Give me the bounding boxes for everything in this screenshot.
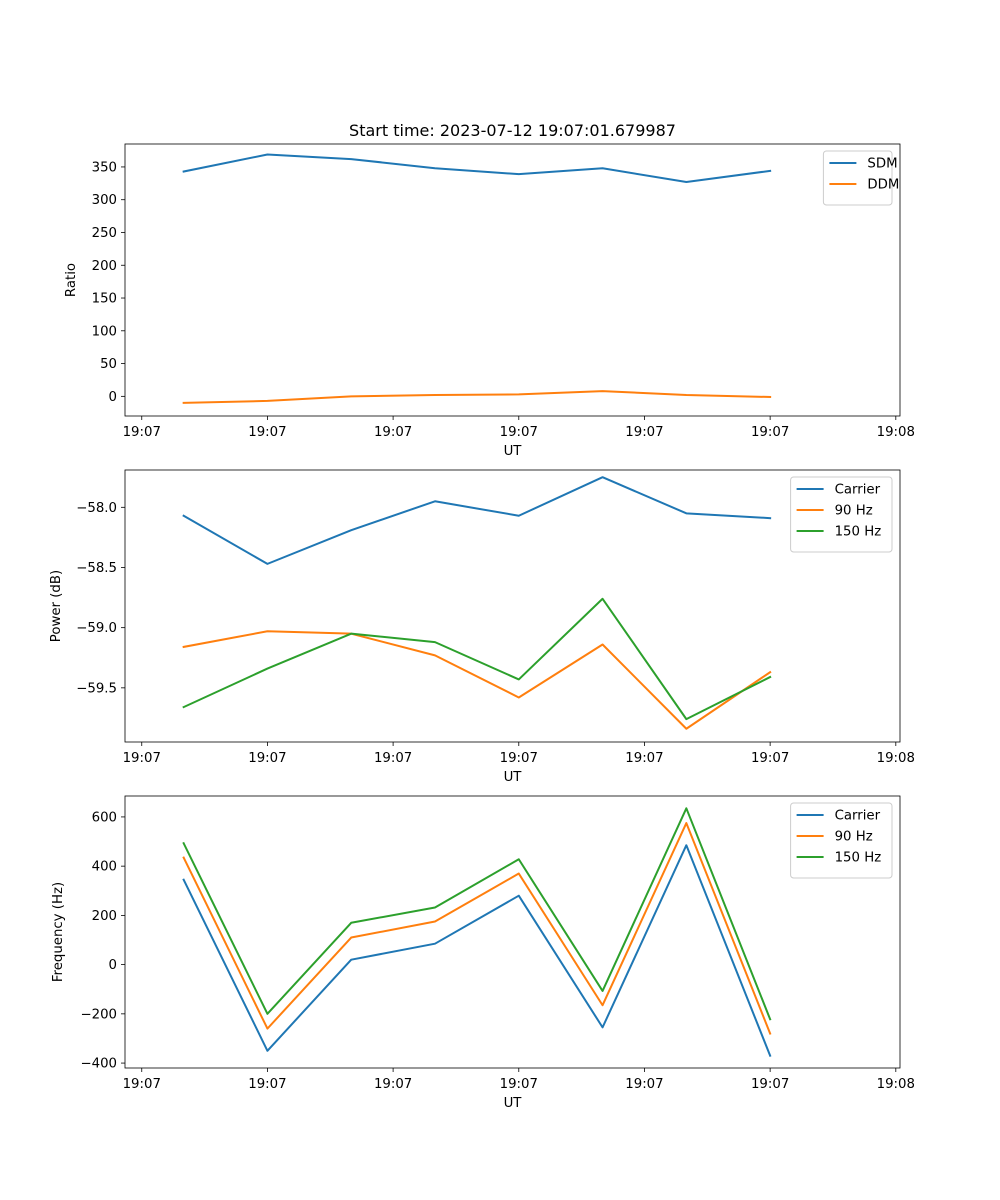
- x-tick-label: 19:07: [123, 751, 161, 766]
- y-axis-label: Power (dB): [49, 570, 64, 642]
- frequency-panel: −400 −200 0 200 400 600 19:07 19:07 19:07 19:07 19…: [51, 795, 915, 1111]
- x-tick-label: 19:07: [625, 425, 663, 440]
- legend-box: [822, 150, 893, 206]
- y-tick-label: 400: [92, 860, 117, 875]
- series-line-carrier: [182, 476, 772, 565]
- x-tick-label: 19:08: [877, 751, 915, 766]
- y-tick-label: 0: [109, 958, 117, 973]
- legend-box: [790, 802, 893, 879]
- y-tick-label: −58.5: [76, 561, 117, 576]
- y-tick-label: −59.0: [76, 621, 117, 636]
- y-tick-label: 150: [92, 292, 117, 307]
- y-tick-label: 100: [92, 324, 117, 339]
- axes-frame: [124, 143, 901, 417]
- axes-frame: [124, 795, 901, 1069]
- x-axis-label: UT: [504, 1096, 523, 1111]
- y-tick-label: 200: [92, 259, 117, 274]
- x-tick-label: 19:07: [374, 425, 412, 440]
- legend: Carrier 90 Hz 150 Hz: [790, 476, 893, 553]
- legend: Carrier 90 Hz 150 Hz: [790, 802, 893, 879]
- x-tick-label: 19:07: [500, 1077, 538, 1092]
- ratio-panel: 0 50 100 150 200 250 300 350 19:07 19:07 19:07 19:0…: [64, 143, 915, 459]
- series-line-ddm: [182, 390, 772, 404]
- x-tick-label: 19:07: [751, 1077, 789, 1092]
- y-tick-label: −58.0: [76, 501, 117, 516]
- power-panel: −59.5 −59.0 −58.5 −58.0 19:07 19:07 19:07 19:07…: [49, 469, 915, 785]
- y-axis-label: Ratio: [64, 263, 79, 297]
- x-tick-label: 19:07: [248, 751, 286, 766]
- series-line-sdm: [182, 153, 772, 184]
- x-tick-label: 19:07: [625, 751, 663, 766]
- series-line-90-hz: [182, 630, 772, 730]
- legend-box: [790, 476, 893, 553]
- series-line-150-hz: [182, 807, 772, 1021]
- axes-frame: [124, 469, 901, 743]
- x-tick-label: 19:07: [500, 751, 538, 766]
- x-tick-label: 19:08: [877, 1077, 915, 1092]
- x-tick-label: 19:07: [751, 751, 789, 766]
- legend-label: Carrier: [835, 809, 881, 824]
- legend-label: 150 Hz: [835, 851, 882, 866]
- series-line-150-hz: [182, 597, 772, 721]
- x-tick-label: 19:07: [248, 425, 286, 440]
- legend-label: SDM: [867, 157, 897, 172]
- y-tick-label: 300: [92, 193, 117, 208]
- y-tick-label: −59.5: [76, 681, 117, 696]
- y-tick-label: 0: [109, 390, 117, 405]
- figure-title: Start time: 2023-07-12 19:07:01.679987: [349, 121, 676, 140]
- x-tick-label: 19:07: [751, 425, 789, 440]
- x-tick-label: 19:08: [877, 425, 915, 440]
- series-line-90-hz: [182, 822, 772, 1035]
- x-tick-label: 19:07: [374, 751, 412, 766]
- x-tick-label: 19:07: [123, 425, 161, 440]
- legend-label: 90 Hz: [835, 830, 873, 845]
- x-axis-label: UT: [504, 770, 523, 785]
- legend: SDM DDM: [822, 150, 899, 206]
- x-tick-label: 19:07: [500, 425, 538, 440]
- legend-label: DDM: [867, 178, 899, 193]
- x-tick-label: 19:07: [374, 1077, 412, 1092]
- x-axis-label: UT: [504, 444, 523, 459]
- y-tick-label: −200: [80, 1007, 117, 1022]
- y-tick-label: 50: [100, 357, 117, 372]
- series-line-carrier: [182, 844, 772, 1057]
- legend-label: Carrier: [835, 483, 881, 498]
- y-tick-label: −400: [80, 1057, 117, 1072]
- y-tick-label: 250: [92, 226, 117, 241]
- x-tick-label: 19:07: [123, 1077, 161, 1092]
- y-tick-label: 350: [92, 160, 117, 175]
- y-tick-label: 600: [92, 810, 117, 825]
- y-tick-label: 200: [92, 909, 117, 924]
- x-tick-label: 19:07: [625, 1077, 663, 1092]
- legend-label: 150 Hz: [835, 525, 882, 540]
- y-axis-label: Frequency (Hz): [51, 882, 66, 982]
- x-tick-label: 19:07: [248, 1077, 286, 1092]
- legend-label: 90 Hz: [835, 504, 873, 519]
